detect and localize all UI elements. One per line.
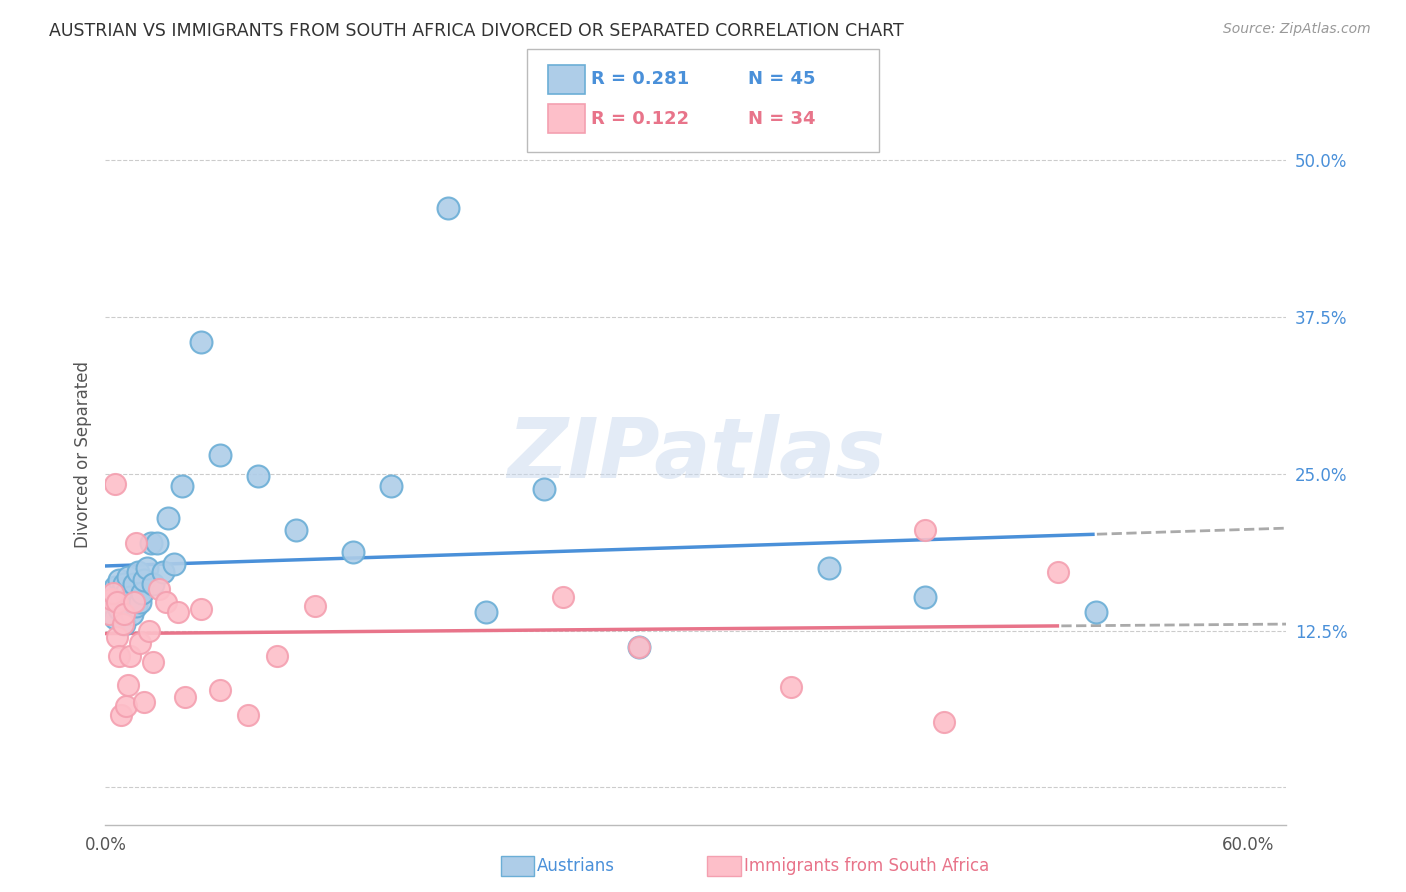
Point <box>128 595 150 609</box>
Text: Immigrants from South Africa: Immigrants from South Africa <box>744 857 988 875</box>
Point <box>190 602 212 616</box>
Point <box>114 577 136 591</box>
Point <box>105 630 128 644</box>
Point <box>111 617 134 632</box>
Point <box>117 569 139 583</box>
Point <box>125 599 148 613</box>
Point <box>107 648 129 663</box>
Point <box>125 535 148 549</box>
Point <box>105 595 128 609</box>
Point <box>190 334 212 349</box>
Point <box>780 680 803 694</box>
Text: N = 34: N = 34 <box>748 110 815 128</box>
Point <box>627 640 650 654</box>
Point <box>100 586 122 600</box>
Point <box>914 523 936 537</box>
Point <box>627 640 650 654</box>
Point <box>122 595 145 609</box>
Point <box>104 611 127 625</box>
Point <box>114 617 136 632</box>
Point <box>117 677 139 691</box>
Point <box>163 557 186 571</box>
Point <box>111 582 134 597</box>
Point <box>551 590 574 604</box>
Point <box>132 695 155 709</box>
Text: N = 45: N = 45 <box>748 70 815 88</box>
Point <box>128 636 150 650</box>
Point <box>110 707 132 722</box>
Point <box>98 607 121 622</box>
Point <box>170 479 193 493</box>
Point <box>437 201 460 215</box>
Text: R = 0.122: R = 0.122 <box>591 110 689 128</box>
Point <box>101 586 124 600</box>
Point <box>120 590 142 604</box>
Point <box>533 482 555 496</box>
Text: Source: ZipAtlas.com: Source: ZipAtlas.com <box>1223 22 1371 37</box>
Point <box>1085 605 1108 619</box>
Point <box>131 586 153 600</box>
Point <box>105 595 128 609</box>
Point <box>121 607 143 622</box>
Point <box>1046 565 1069 579</box>
Point <box>98 605 121 619</box>
Point <box>115 698 138 713</box>
Point <box>146 535 169 549</box>
Point <box>122 577 145 591</box>
Point <box>304 599 326 613</box>
Point <box>266 648 288 663</box>
Point <box>238 707 260 722</box>
Point <box>174 690 197 705</box>
Point <box>127 565 149 579</box>
Point <box>115 586 138 600</box>
Point <box>142 577 165 591</box>
Point <box>141 535 163 549</box>
Point <box>101 592 124 607</box>
Point <box>284 523 307 537</box>
Point <box>104 580 127 594</box>
Point <box>110 590 132 604</box>
Point <box>132 574 155 588</box>
Point <box>932 715 955 730</box>
Point <box>142 655 165 669</box>
Text: Austrians: Austrians <box>537 857 614 875</box>
Point <box>818 561 841 575</box>
Point <box>114 607 136 622</box>
Text: R = 0.281: R = 0.281 <box>591 70 689 88</box>
Point <box>914 590 936 604</box>
Point <box>208 448 231 462</box>
Point <box>138 624 160 638</box>
Point <box>100 592 122 607</box>
Point <box>342 544 364 558</box>
Point <box>107 602 129 616</box>
Point <box>104 476 127 491</box>
Point <box>246 469 269 483</box>
Point <box>157 510 180 524</box>
Point <box>148 582 170 597</box>
Point <box>120 648 142 663</box>
Point <box>152 565 174 579</box>
Point <box>100 599 122 613</box>
Point <box>380 479 402 493</box>
Text: ZIPatlas: ZIPatlas <box>508 415 884 495</box>
Text: AUSTRIAN VS IMMIGRANTS FROM SOUTH AFRICA DIVORCED OR SEPARATED CORRELATION CHART: AUSTRIAN VS IMMIGRANTS FROM SOUTH AFRICA… <box>49 22 904 40</box>
Point <box>107 574 129 588</box>
Y-axis label: Divorced or Separated: Divorced or Separated <box>73 361 91 549</box>
Point <box>208 682 231 697</box>
Point <box>117 595 139 609</box>
Point <box>166 605 188 619</box>
Point <box>155 595 177 609</box>
Point <box>475 605 498 619</box>
Point <box>136 561 159 575</box>
